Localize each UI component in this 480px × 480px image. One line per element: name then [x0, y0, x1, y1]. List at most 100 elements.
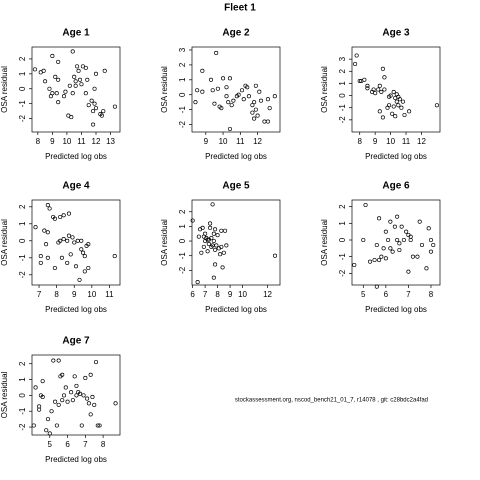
point	[399, 105, 404, 110]
point	[368, 259, 373, 264]
point	[40, 394, 45, 400]
point	[219, 244, 224, 249]
y-tick-label: 0	[18, 393, 27, 398]
x-tick-label: 10	[62, 137, 71, 146]
point	[54, 423, 59, 428]
point	[391, 89, 396, 94]
point	[72, 240, 77, 245]
point	[53, 74, 58, 79]
point	[426, 226, 431, 231]
point	[38, 254, 43, 259]
point	[61, 213, 66, 218]
point	[211, 238, 216, 244]
footer: stockassessment.org, nscod_bench21_01_7,…	[235, 398, 428, 404]
point	[388, 219, 393, 224]
point	[70, 235, 75, 240]
point	[195, 280, 200, 285]
point	[67, 83, 72, 88]
point	[380, 66, 385, 71]
plot-frame	[351, 46, 441, 133]
point	[252, 100, 257, 105]
point	[79, 247, 84, 252]
x-tick-label: 10	[219, 137, 228, 146]
point	[377, 257, 382, 263]
point	[74, 383, 79, 388]
point	[250, 103, 255, 108]
x-tick-label: 8	[429, 290, 434, 299]
point	[213, 227, 218, 232]
x-tick-label: 12	[253, 137, 262, 146]
point	[209, 236, 214, 241]
point	[392, 224, 397, 229]
point	[224, 85, 229, 90]
point	[376, 87, 381, 92]
y-axis-label: OSA residual	[320, 66, 329, 113]
point	[70, 398, 75, 403]
point	[431, 242, 436, 248]
point	[90, 394, 95, 400]
x-axis-label: Predicted log obs	[45, 305, 107, 314]
y-axis-label: OSA residual	[320, 219, 329, 266]
x-tick-label: 12	[417, 137, 426, 146]
point	[82, 254, 87, 259]
point	[379, 89, 384, 94]
point	[220, 265, 225, 270]
point	[56, 358, 61, 363]
x-axis-label: Predicted log obs	[45, 152, 107, 161]
y-tick-label: 0	[178, 238, 187, 243]
point	[272, 94, 277, 99]
point	[410, 254, 415, 259]
point	[53, 399, 58, 404]
point	[417, 219, 422, 224]
panel-title: Age 3	[382, 28, 410, 39]
point	[374, 284, 379, 289]
point	[61, 237, 66, 242]
point	[203, 231, 208, 236]
point	[224, 94, 229, 99]
x-tick-label: 8	[36, 137, 41, 146]
point	[37, 407, 42, 412]
point	[195, 88, 200, 93]
x-tick-label: 9	[204, 137, 209, 146]
point	[99, 113, 104, 118]
point	[112, 254, 117, 259]
point	[401, 237, 406, 243]
y-tick-label: 2	[18, 56, 27, 61]
point	[393, 114, 398, 119]
point	[224, 243, 229, 248]
point	[200, 89, 205, 94]
x-tick-label: 9	[373, 137, 378, 146]
point	[54, 91, 59, 96]
point	[262, 119, 267, 124]
point	[60, 398, 65, 403]
point	[45, 255, 50, 260]
point	[33, 225, 38, 230]
point	[219, 106, 224, 111]
x-tick-label: 5	[48, 440, 53, 449]
point	[81, 393, 86, 398]
point	[83, 65, 88, 70]
y-tick-label: -2	[338, 116, 347, 124]
point	[374, 242, 379, 248]
point	[428, 237, 434, 243]
x-tick-label: 8	[357, 137, 362, 146]
point	[394, 99, 399, 104]
x-axis-label: Predicted log obs	[365, 305, 427, 314]
point	[221, 250, 226, 255]
point	[59, 255, 64, 260]
point	[85, 77, 90, 82]
point	[49, 409, 54, 414]
point	[231, 98, 236, 103]
point	[245, 85, 250, 90]
point	[196, 234, 201, 239]
panel-title: Age 5	[222, 181, 250, 192]
x-tick-label: 9	[72, 290, 77, 299]
point	[208, 77, 214, 82]
point	[33, 385, 38, 390]
point	[95, 423, 100, 428]
point	[419, 242, 424, 248]
point	[365, 86, 370, 91]
point	[397, 247, 402, 253]
y-tick-label: -1	[338, 104, 347, 112]
point	[246, 94, 251, 99]
